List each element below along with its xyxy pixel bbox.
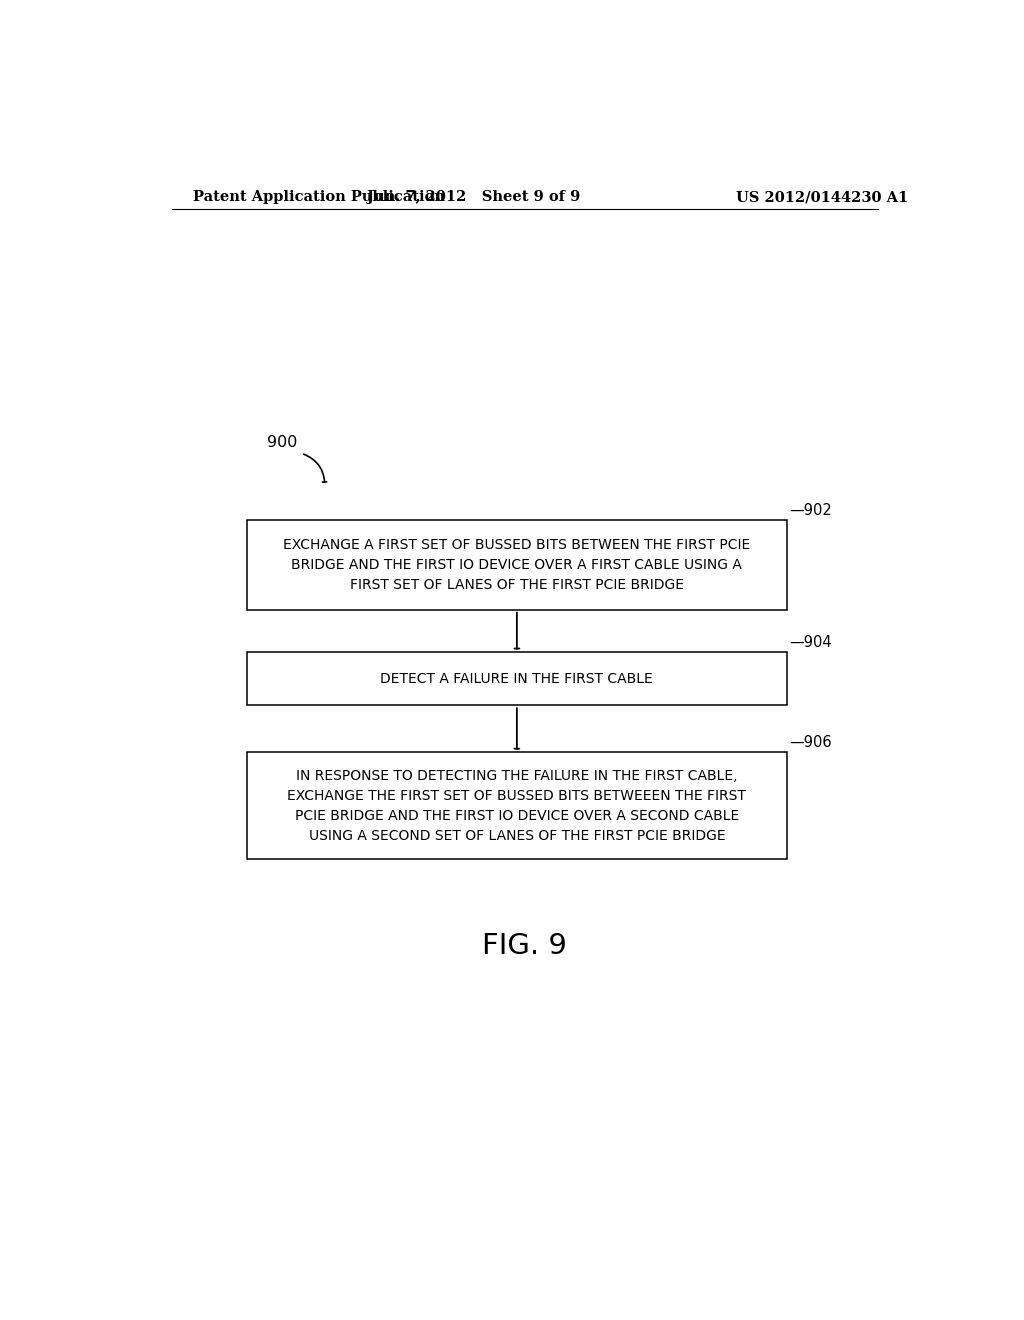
Text: FIG. 9: FIG. 9	[482, 932, 567, 960]
Bar	[247, 520, 786, 610]
Text: —904: —904	[790, 635, 831, 651]
Text: Patent Application Publication: Patent Application Publication	[194, 190, 445, 205]
Text: US 2012/0144230 A1: US 2012/0144230 A1	[736, 190, 908, 205]
Bar	[247, 652, 786, 705]
Text: —906: —906	[790, 735, 831, 751]
FancyArrowPatch shape	[303, 454, 327, 482]
Bar	[247, 752, 786, 859]
Text: —902: —902	[790, 503, 831, 519]
Text: Jun. 7, 2012   Sheet 9 of 9: Jun. 7, 2012 Sheet 9 of 9	[367, 190, 580, 205]
Text: DETECT A FAILURE IN THE FIRST CABLE: DETECT A FAILURE IN THE FIRST CABLE	[381, 672, 653, 686]
Text: IN RESPONSE TO DETECTING THE FAILURE IN THE FIRST CABLE,
EXCHANGE THE FIRST SET : IN RESPONSE TO DETECTING THE FAILURE IN …	[288, 768, 746, 843]
Text: EXCHANGE A FIRST SET OF BUSSED BITS BETWEEN THE FIRST PCIE
BRIDGE AND THE FIRST : EXCHANGE A FIRST SET OF BUSSED BITS BETW…	[284, 539, 751, 591]
Text: 900: 900	[267, 436, 297, 450]
